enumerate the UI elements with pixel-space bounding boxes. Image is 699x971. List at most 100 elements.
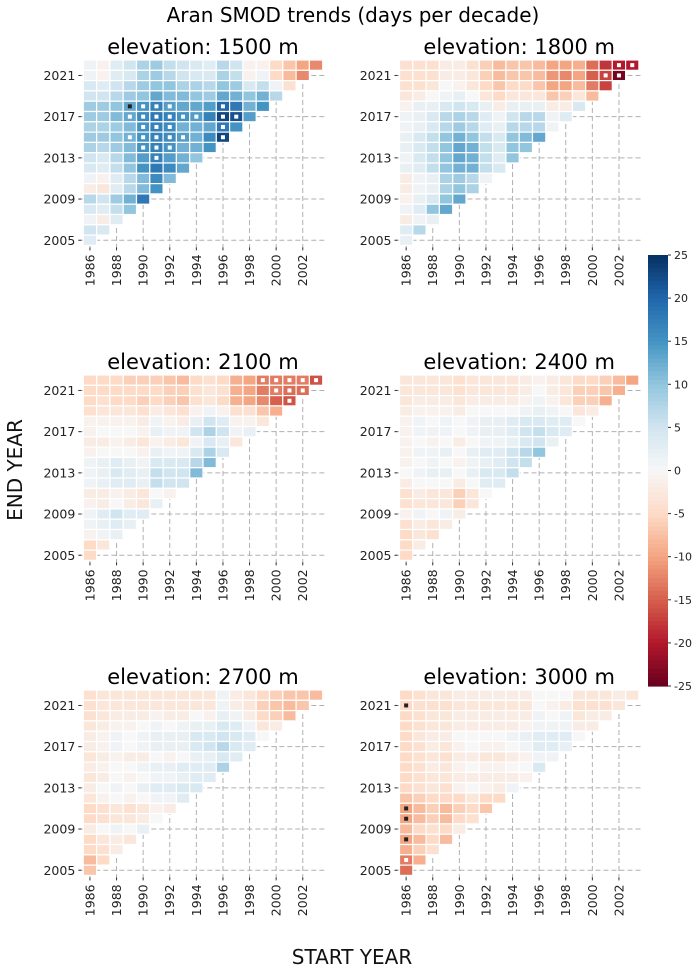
heatmap-cell bbox=[425, 771, 441, 784]
x-tick-label: 1988 bbox=[425, 884, 440, 916]
heatmap-cell bbox=[82, 203, 98, 216]
y-tick-label: 2005 bbox=[43, 863, 75, 878]
heatmap-cell bbox=[545, 374, 560, 386]
heatmap-cell bbox=[571, 100, 587, 113]
significance-marker bbox=[167, 104, 172, 109]
heatmap-cell bbox=[412, 689, 427, 701]
y-tick-label: 2009 bbox=[43, 822, 75, 837]
heatmap-cell bbox=[109, 792, 124, 804]
heatmap-cell bbox=[492, 751, 507, 763]
heatmap-cell bbox=[412, 508, 427, 520]
heatmap-cell bbox=[412, 384, 427, 397]
heatmap-cell bbox=[149, 709, 164, 722]
heatmap-cell bbox=[229, 374, 244, 386]
heatmap-cell bbox=[492, 761, 507, 773]
x-tick-label: 1990 bbox=[452, 254, 467, 286]
heatmap-cell bbox=[162, 487, 178, 500]
significance-marker bbox=[234, 114, 239, 119]
significance-marker bbox=[127, 114, 132, 119]
heatmap-cell bbox=[438, 792, 454, 804]
heatmap-cell bbox=[135, 425, 151, 438]
heatmap-cell bbox=[438, 751, 454, 763]
x-tick-label: 1996 bbox=[215, 569, 230, 601]
heatmap-cell bbox=[82, 487, 98, 500]
heatmap-cell bbox=[202, 720, 217, 732]
heatmap-cell bbox=[189, 374, 204, 386]
heatmap-cell bbox=[425, 110, 441, 123]
heatmap-cell bbox=[162, 415, 178, 428]
colorbar-segment bbox=[648, 392, 668, 398]
heatmap-cell bbox=[109, 415, 124, 428]
heatmap-cell bbox=[492, 405, 507, 417]
heatmap-cell bbox=[189, 436, 204, 448]
heatmap-cell bbox=[82, 843, 98, 856]
heatmap-cell bbox=[505, 782, 520, 794]
heatmap-cell bbox=[122, 193, 138, 205]
heatmap-cell bbox=[135, 689, 151, 701]
colorbar-segment bbox=[648, 608, 668, 614]
heatmap-cell bbox=[452, 110, 467, 123]
heatmap-cell bbox=[162, 751, 178, 763]
colorbar-segment bbox=[648, 298, 668, 304]
heatmap-cell bbox=[425, 730, 441, 743]
heatmap-cell bbox=[412, 110, 427, 123]
heatmap-cell bbox=[545, 425, 560, 438]
heatmap-cell bbox=[95, 709, 111, 722]
heatmap-cell bbox=[478, 751, 494, 763]
heatmap-cell bbox=[215, 69, 231, 82]
heatmap-cell bbox=[531, 90, 547, 102]
heatmap-cell bbox=[202, 374, 217, 386]
heatmap-cell bbox=[135, 771, 151, 784]
heatmap-cell bbox=[585, 720, 600, 732]
heatmap-cell bbox=[438, 812, 454, 825]
heatmap-cell bbox=[149, 79, 164, 92]
heatmap-cell bbox=[598, 374, 613, 386]
heatmap-cell bbox=[478, 456, 494, 469]
heatmap-cell bbox=[425, 446, 441, 459]
heatmap-cell bbox=[412, 425, 427, 438]
heatmap-cell bbox=[109, 843, 124, 856]
heatmap-cell bbox=[531, 699, 547, 712]
heatmap-cell bbox=[109, 152, 124, 164]
heatmap-cell bbox=[149, 730, 164, 743]
heatmap-cell bbox=[425, 456, 441, 469]
heatmap-cell bbox=[242, 69, 257, 82]
significance-marker bbox=[274, 378, 279, 383]
heatmap-cell bbox=[95, 384, 111, 397]
heatmap-cell bbox=[398, 467, 414, 479]
heatmap-cell bbox=[109, 59, 124, 71]
heatmap-cell bbox=[438, 730, 454, 743]
heatmap-cell bbox=[122, 90, 138, 102]
heatmap-cell bbox=[189, 79, 204, 92]
heatmap-cell bbox=[438, 162, 454, 174]
heatmap-cell bbox=[189, 456, 204, 469]
colorbar-segment bbox=[648, 263, 668, 269]
heatmap-cell bbox=[438, 689, 454, 701]
heatmap-cell bbox=[175, 79, 191, 92]
significance-marker bbox=[181, 135, 186, 140]
heatmap-cell bbox=[438, 203, 454, 216]
heatmap-cell bbox=[598, 395, 613, 407]
heatmap-cell bbox=[149, 720, 164, 732]
heatmap-cell bbox=[122, 477, 138, 489]
heatmap-cell bbox=[412, 761, 427, 773]
heatmap-cell bbox=[135, 162, 151, 174]
heatmap-cell bbox=[545, 69, 560, 82]
heatmap-cell bbox=[465, 699, 480, 712]
heatmap-cell bbox=[82, 854, 98, 866]
heatmap-cell bbox=[452, 771, 467, 784]
heatmap-cell bbox=[438, 374, 454, 386]
x-tick-label: 1998 bbox=[558, 254, 573, 286]
heatmap-cell bbox=[425, 843, 441, 856]
heatmap-cell bbox=[438, 699, 454, 712]
heatmap-cell bbox=[465, 415, 480, 428]
significance-marker bbox=[127, 104, 132, 109]
heatmap-cell bbox=[135, 730, 151, 743]
heatmap-cell bbox=[95, 699, 111, 712]
heatmap-cell bbox=[135, 446, 151, 459]
heatmap-cell bbox=[109, 456, 124, 469]
heatmap-cell bbox=[398, 213, 414, 226]
colorbar-segment bbox=[648, 285, 668, 291]
heatmap-cell bbox=[438, 498, 454, 510]
heatmap-cell bbox=[109, 823, 124, 835]
